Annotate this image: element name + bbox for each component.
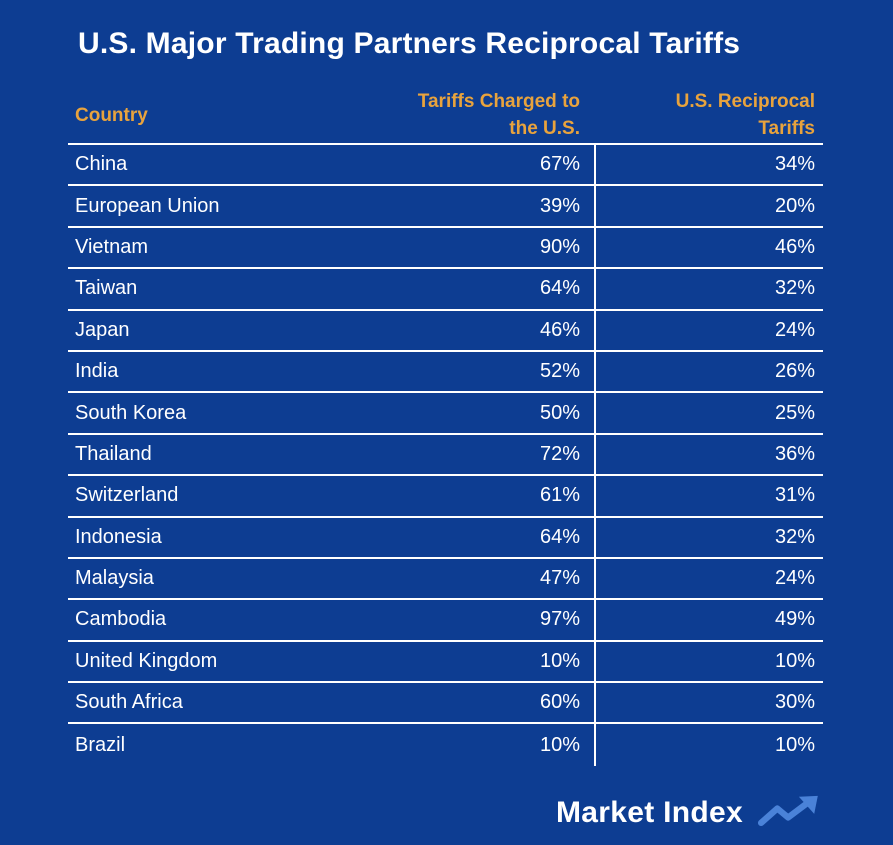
column-header-reciprocal-tariffs: U.S. Reciprocal Tariffs	[595, 88, 823, 142]
reciprocal-tariff-cell: 26%	[774, 360, 815, 383]
table-row: South Africa 60% 30%	[68, 683, 823, 725]
country-cell: United Kingdom	[75, 649, 218, 672]
table-body: China 67% 34% European Union 39% 20% Vie…	[68, 145, 823, 766]
table-row: Switzerland 61% 31%	[68, 476, 823, 518]
column-divider-line	[594, 145, 596, 766]
table-row: India 52% 26%	[68, 352, 823, 394]
country-cell: South Korea	[75, 401, 187, 424]
column-header-country: Country	[75, 104, 148, 126]
reciprocal-tariff-cell: 34%	[774, 153, 815, 176]
country-cell: Switzerland	[75, 484, 179, 507]
country-cell: Taiwan	[75, 277, 138, 300]
table-row: Indonesia 64% 32%	[68, 518, 823, 559]
table-row: Thailand 72% 36%	[68, 435, 823, 477]
reciprocal-tariff-cell: 49%	[774, 608, 815, 631]
table-row: European Union 39% 20%	[68, 186, 823, 228]
table-row: Malaysia 47% 24%	[68, 559, 823, 601]
country-cell: Cambodia	[75, 608, 167, 631]
reciprocal-tariff-cell: 36%	[774, 442, 815, 465]
reciprocal-tariff-cell: 30%	[774, 691, 815, 714]
country-cell: China	[75, 153, 128, 176]
reciprocal-tariff-cell: 32%	[774, 525, 815, 548]
page-title: U.S. Major Trading Partners Reciprocal T…	[78, 27, 741, 60]
reciprocal-tariff-cell: 10%	[774, 733, 815, 756]
reciprocal-tariff-cell: 32%	[774, 277, 815, 300]
charged-tariff-cell: 52%	[539, 360, 580, 383]
table-row: Vietnam 90% 46%	[68, 228, 823, 270]
reciprocal-tariff-cell: 20%	[774, 194, 815, 217]
charged-tariff-cell: 97%	[539, 608, 580, 631]
country-cell: Vietnam	[75, 235, 149, 258]
charged-tariff-cell: 64%	[539, 277, 580, 300]
charged-tariff-cell: 60%	[539, 691, 580, 714]
country-cell: India	[75, 360, 119, 383]
column-header-reciprocal-tariffs-line1: U.S. Reciprocal	[675, 91, 815, 112]
charged-tariff-cell: 50%	[539, 401, 580, 424]
charged-tariff-cell: 10%	[539, 649, 580, 672]
country-cell: Indonesia	[75, 525, 162, 548]
table-row: Taiwan 64% 32%	[68, 269, 823, 311]
column-header-tariffs-charged-line1: Tariffs Charged to	[417, 91, 580, 112]
country-cell: European Union	[75, 194, 220, 217]
country-cell: Malaysia	[75, 567, 154, 590]
tariff-table: Country Tariffs Charged to the U.S. U.S.…	[68, 87, 823, 766]
charged-tariff-cell: 47%	[539, 567, 580, 590]
reciprocal-tariff-cell: 10%	[774, 649, 815, 672]
reciprocal-tariff-cell: 31%	[774, 484, 815, 507]
charged-tariff-cell: 39%	[539, 194, 580, 217]
charged-tariff-cell: 72%	[539, 442, 580, 465]
reciprocal-tariff-cell: 46%	[774, 235, 815, 258]
column-header-tariffs-charged: Tariffs Charged to the U.S.	[358, 88, 595, 142]
brand-footer: Market Index	[556, 795, 821, 831]
table-row: Cambodia 97% 49%	[68, 600, 823, 642]
table-row: Japan 46% 24%	[68, 311, 823, 352]
column-header-tariffs-charged-line2: the U.S.	[509, 118, 580, 139]
reciprocal-tariff-cell: 24%	[774, 318, 815, 341]
table-header-row: Country Tariffs Charged to the U.S. U.S.…	[68, 87, 823, 145]
trend-up-arrow-icon	[757, 795, 818, 827]
charged-tariff-cell: 46%	[539, 318, 580, 341]
table-row: United Kingdom 10% 10%	[68, 642, 823, 684]
country-cell: Japan	[75, 318, 130, 341]
country-cell: Brazil	[75, 733, 126, 756]
charged-tariff-cell: 10%	[539, 733, 580, 756]
charged-tariff-cell: 61%	[539, 484, 580, 507]
brand-logo-text: Market Index	[556, 796, 743, 829]
charged-tariff-cell: 67%	[539, 153, 580, 176]
country-cell: Thailand	[75, 442, 152, 465]
column-header-reciprocal-tariffs-line2: Tariffs	[758, 118, 815, 139]
reciprocal-tariff-cell: 24%	[774, 567, 815, 590]
table-row: South Korea 50% 25%	[68, 393, 823, 435]
charged-tariff-cell: 90%	[539, 235, 580, 258]
table-row: Brazil 10% 10%	[68, 724, 823, 765]
table-row: China 67% 34%	[68, 145, 823, 187]
reciprocal-tariff-cell: 25%	[774, 401, 815, 424]
country-cell: South Africa	[75, 691, 183, 714]
charged-tariff-cell: 64%	[539, 525, 580, 548]
